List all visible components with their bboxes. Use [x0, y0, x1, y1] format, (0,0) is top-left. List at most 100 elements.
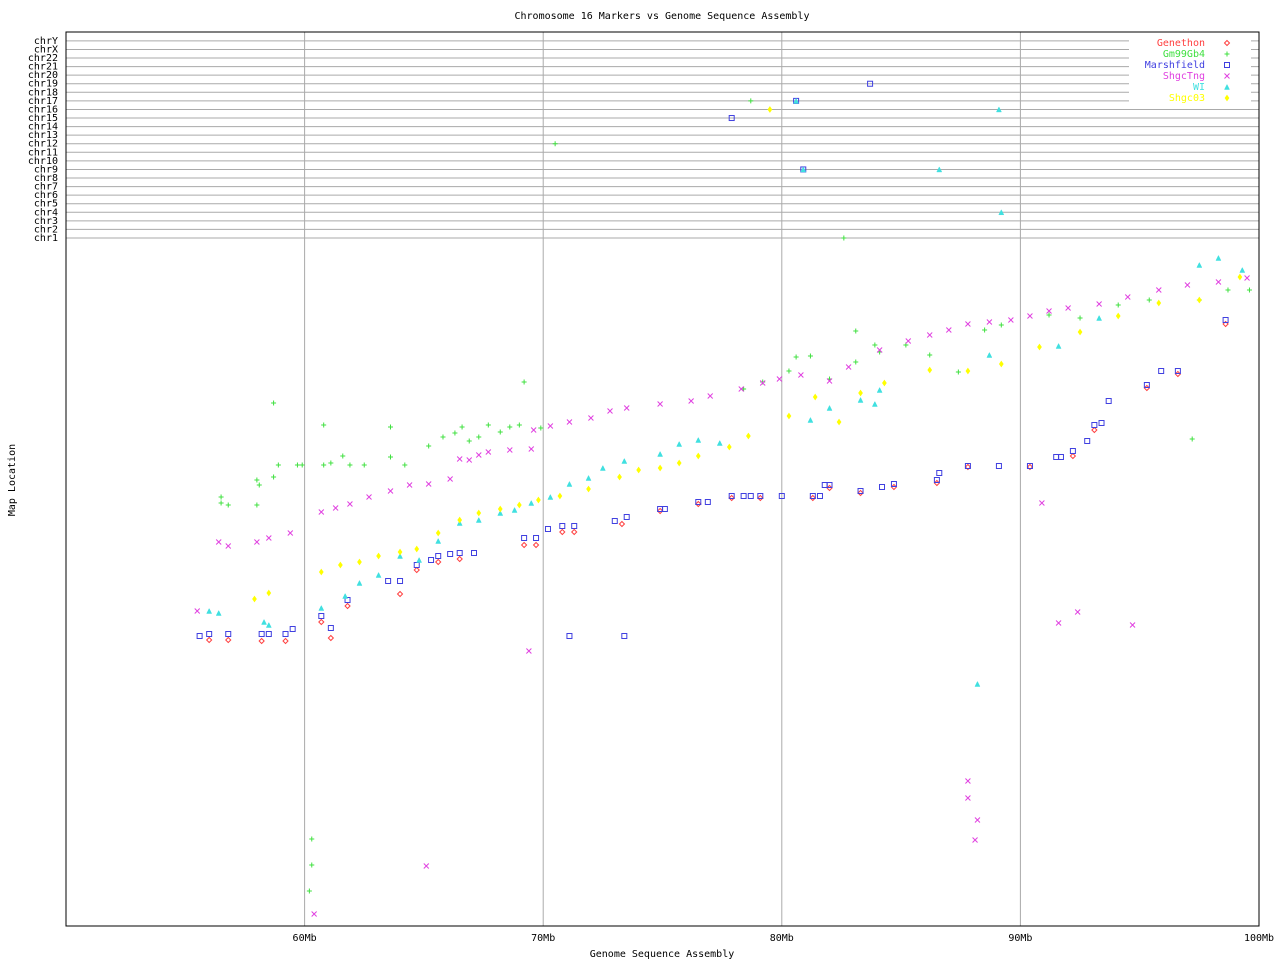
chromosome-label: chr11 — [28, 147, 58, 158]
marker — [361, 462, 367, 468]
marker — [254, 477, 260, 483]
marker — [1055, 342, 1062, 349]
marker — [836, 418, 842, 426]
marker — [986, 319, 993, 325]
marker — [1124, 294, 1131, 300]
marker — [215, 609, 222, 616]
marker — [1065, 305, 1071, 311]
marker — [1244, 275, 1250, 281]
marker — [798, 372, 804, 378]
marker — [206, 631, 213, 637]
marker — [457, 516, 463, 524]
marker — [552, 141, 558, 147]
marker — [1155, 287, 1162, 293]
marker — [964, 463, 972, 471]
marker — [566, 480, 573, 487]
chromosome-label: chr18 — [28, 87, 58, 98]
marker — [225, 636, 232, 644]
marker — [306, 888, 312, 894]
marker — [1008, 317, 1014, 323]
marker — [607, 408, 613, 414]
marker — [998, 209, 1005, 216]
legend-label: ShgcTng — [1163, 71, 1205, 82]
marker — [786, 368, 792, 374]
marker — [294, 462, 300, 468]
marker — [1069, 452, 1077, 460]
marker — [793, 354, 799, 360]
marker — [528, 499, 535, 506]
marker — [767, 106, 773, 113]
chromosome-label: chr10 — [28, 156, 58, 167]
marker — [516, 501, 522, 509]
marker — [726, 443, 732, 451]
marker — [265, 621, 272, 628]
marker — [497, 429, 503, 435]
marker — [965, 795, 971, 801]
chromosome-label: chr9 — [34, 164, 58, 175]
marker — [728, 494, 735, 502]
marker — [857, 488, 864, 494]
marker — [206, 607, 213, 614]
marker — [282, 631, 289, 637]
legend-marker — [1224, 83, 1230, 90]
marker — [955, 369, 961, 375]
marker — [536, 496, 541, 504]
marker — [547, 493, 554, 500]
marker — [526, 648, 532, 654]
marker — [447, 551, 454, 557]
marker — [287, 530, 294, 536]
marker — [826, 378, 833, 384]
legend-marker — [1224, 73, 1230, 79]
marker — [397, 552, 403, 559]
marker — [396, 590, 404, 598]
marker — [428, 557, 435, 563]
chromosome-label: chr6 — [34, 190, 58, 201]
marker — [559, 528, 566, 536]
marker — [309, 836, 315, 842]
legend-marker — [1223, 39, 1231, 47]
marker — [402, 462, 408, 468]
chromosome-label: chr12 — [28, 139, 58, 150]
marker — [871, 400, 878, 407]
marker — [387, 454, 393, 460]
marker — [676, 440, 683, 447]
marker — [585, 474, 592, 481]
marker — [406, 482, 413, 488]
marker — [998, 322, 1004, 328]
marker — [845, 364, 852, 370]
legend-label: Marshfield — [1145, 60, 1205, 71]
marker — [533, 535, 540, 541]
marker — [321, 462, 327, 468]
marker — [265, 631, 272, 637]
marker — [376, 552, 381, 560]
marker — [252, 595, 257, 603]
marker — [254, 539, 260, 545]
marker — [872, 342, 878, 348]
marker — [426, 443, 432, 449]
marker — [425, 481, 432, 487]
marker — [1074, 609, 1081, 615]
marker — [452, 430, 458, 436]
x-axis-label: Genome Sequence Assembly — [590, 949, 735, 960]
marker — [890, 481, 897, 487]
marker — [520, 541, 528, 549]
y-axis-label: Map Location — [7, 444, 18, 516]
plot-frame — [65, 31, 1260, 927]
marker — [657, 450, 664, 457]
marker — [528, 446, 535, 452]
marker — [936, 470, 943, 476]
marker — [1196, 296, 1202, 304]
marker — [998, 360, 1004, 368]
marker — [926, 332, 933, 338]
marker — [936, 166, 943, 173]
marker — [704, 499, 711, 505]
chromosome-label: chr1 — [34, 233, 58, 244]
marker — [387, 488, 394, 494]
marker — [748, 98, 754, 104]
marker — [435, 553, 442, 559]
marker — [1115, 302, 1121, 308]
marker — [1096, 314, 1103, 321]
legend-label: Shgc03 — [1169, 93, 1205, 104]
